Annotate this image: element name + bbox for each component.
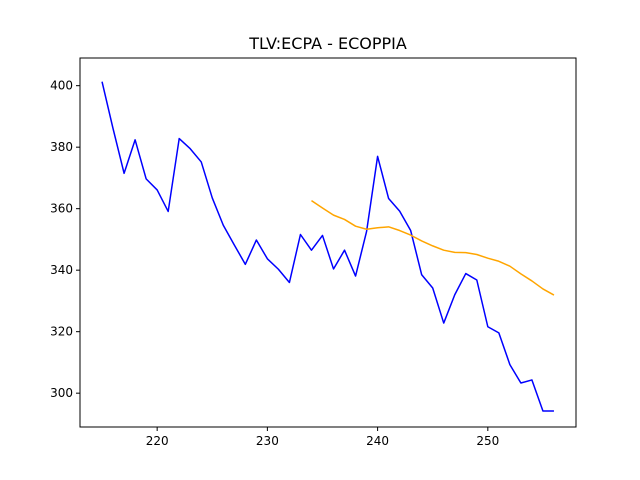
series-line-1 <box>101 81 554 412</box>
y-tick-label: 320 <box>50 325 73 339</box>
y-tick-label: 300 <box>50 386 73 400</box>
series-layer <box>101 81 555 412</box>
plot-frame <box>79 57 577 428</box>
axes-layer: 220 230 240 250 300 320 340 360 380 400 <box>50 79 499 448</box>
series-line-2 <box>311 200 555 296</box>
y-tick-label: 340 <box>50 263 73 277</box>
chart-title: TLV:ECPA - ECOPPIA <box>248 34 407 53</box>
y-tick-label: 400 <box>50 79 73 93</box>
x-tick-label: 240 <box>366 434 389 448</box>
x-tick-label: 230 <box>256 434 279 448</box>
y-tick-label: 380 <box>50 140 73 154</box>
x-tick-label: 220 <box>146 434 169 448</box>
x-tick-label: 250 <box>476 434 499 448</box>
y-tick-label: 360 <box>50 202 73 216</box>
